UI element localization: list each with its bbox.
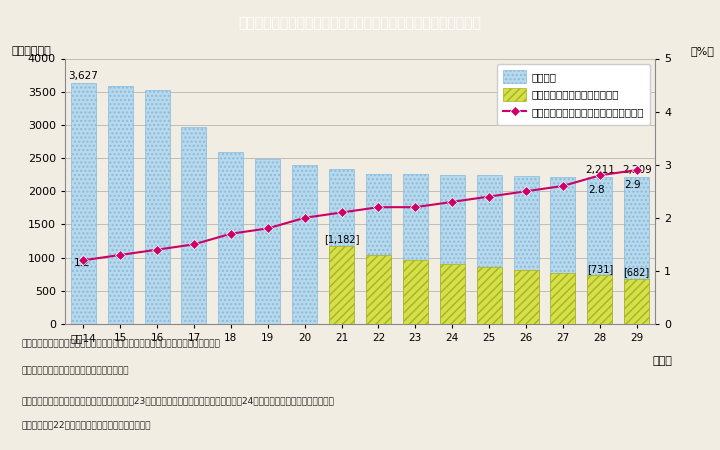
Bar xyxy=(218,153,243,324)
Bar xyxy=(513,176,539,324)
消防団員に占める女性の割合（右目盛） xyxy=(485,194,493,199)
Legend: 消防団数, うち女性団員がいない消防団数, 消防団員に占める女性の割合（右目盛）: 消防団数, うち女性団員がいない消防団数, 消防団員に占める女性の割合（右目盛） xyxy=(497,64,650,125)
Bar xyxy=(292,166,318,324)
Bar xyxy=(145,90,170,324)
Bar xyxy=(255,159,280,324)
消防団員に占める女性の割合（右目盛） xyxy=(448,199,456,205)
Bar xyxy=(588,275,613,324)
Text: （消防団数）: （消防団数） xyxy=(12,46,51,56)
消防団員に占める女性の割合（右目盛） xyxy=(337,210,346,215)
Text: [682]: [682] xyxy=(624,267,650,277)
Bar xyxy=(477,267,502,324)
Text: [1,182]: [1,182] xyxy=(324,234,359,244)
Bar xyxy=(329,246,354,324)
Bar xyxy=(181,126,207,324)
消防団員に占める女性の割合（右目盛） xyxy=(189,242,198,247)
消防団員に占める女性の割合（右目盛） xyxy=(595,173,604,178)
Text: （備考）　１．消防庁「消防防災・震災対策現況調査」及び消防庁資料より作成。: （備考） １．消防庁「消防防災・震災対策現況調査」及び消防庁資料より作成。 xyxy=(22,340,220,349)
Bar xyxy=(477,175,502,324)
Text: 22年４月１日現在の数値により集計。: 22年４月１日現在の数値により集計。 xyxy=(22,421,151,430)
消防団員に占める女性の割合（右目盛） xyxy=(374,204,383,210)
Text: ３．東日本大震災の影響により，平成23年の岩手県，宮城県及び福島県の値及び24年の宮城県牡鹿郡女川町の値は，: ３．東日本大震災の影響により，平成23年の岩手県，宮城県及び福島県の値及び24年… xyxy=(22,396,335,405)
消防団員に占める女性の割合（右目盛） xyxy=(79,257,88,263)
Text: Ｉ－４－８図　消防団数及び消防団員に占める女性の割合の推移: Ｉ－４－８図 消防団数及び消防団員に占める女性の割合の推移 xyxy=(238,17,482,31)
Bar xyxy=(366,174,391,324)
消防団員に占める女性の割合（右目盛） xyxy=(522,189,531,194)
Bar xyxy=(402,174,428,324)
Text: 1.2: 1.2 xyxy=(74,258,91,268)
消防団員に占める女性の割合（右目盛） xyxy=(300,215,309,220)
Bar xyxy=(624,279,649,324)
消防団員に占める女性の割合（右目盛） xyxy=(632,167,641,173)
Text: （%）: （%） xyxy=(690,46,714,56)
消防団員に占める女性の割合（右目盛） xyxy=(411,204,420,210)
Bar xyxy=(513,270,539,324)
Bar xyxy=(550,176,575,324)
Bar xyxy=(588,177,613,324)
消防団員に占める女性の割合（右目盛） xyxy=(559,183,567,189)
消防団員に占める女性の割合（右目盛） xyxy=(264,226,272,231)
消防団員に占める女性の割合（右目盛） xyxy=(116,252,125,258)
Text: （年）: （年） xyxy=(652,356,672,366)
Bar xyxy=(624,177,649,324)
Bar xyxy=(440,175,465,324)
Bar xyxy=(329,169,354,324)
Bar xyxy=(107,86,132,324)
Bar xyxy=(402,260,428,324)
Text: 3,627: 3,627 xyxy=(68,71,98,81)
Bar xyxy=(550,273,575,324)
Bar xyxy=(366,255,391,324)
Text: 2,211: 2,211 xyxy=(585,165,615,175)
Text: 2,209: 2,209 xyxy=(622,165,652,175)
Text: [731]: [731] xyxy=(587,264,613,274)
Bar xyxy=(440,264,465,324)
消防団員に占める女性の割合（右目盛） xyxy=(153,247,161,252)
Bar xyxy=(71,83,96,324)
Line: 消防団員に占める女性の割合（右目盛）: 消防団員に占める女性の割合（右目盛） xyxy=(80,166,640,264)
Text: 2.8: 2.8 xyxy=(588,185,605,195)
消防団員に占める女性の割合（右目盛） xyxy=(227,231,235,236)
Text: ２．原則として各年４月１日現在。: ２．原則として各年４月１日現在。 xyxy=(22,367,129,376)
Text: 2.9: 2.9 xyxy=(625,180,642,190)
